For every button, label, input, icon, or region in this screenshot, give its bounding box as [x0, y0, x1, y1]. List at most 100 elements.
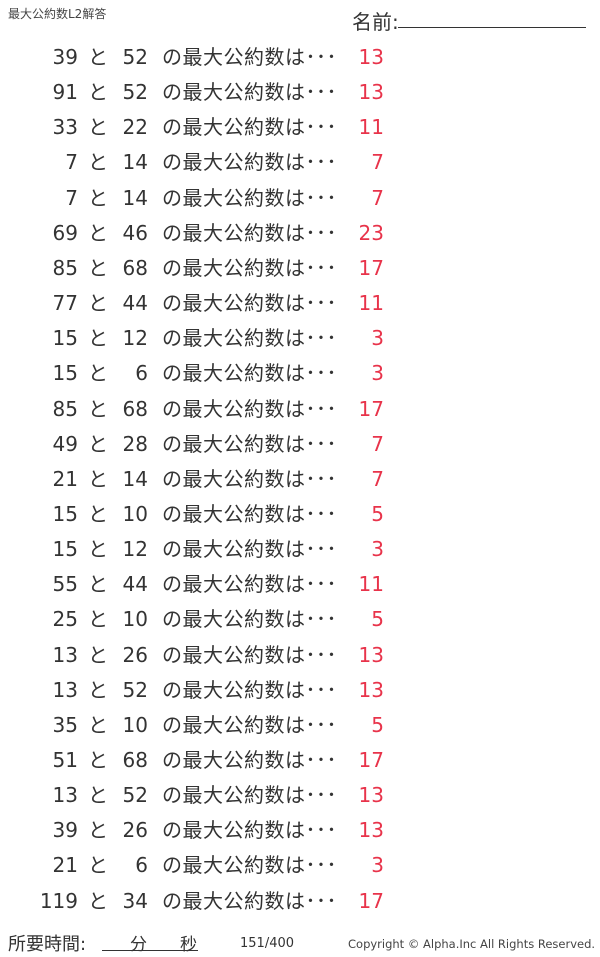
question-phrase: の最大公約数は･･･	[162, 396, 337, 421]
problem-row: 7 と 14 の最大公約数は･･･ 7	[0, 183, 600, 213]
answer: 7	[371, 185, 384, 210]
number-a: 39	[52, 818, 78, 843]
number-a: 51	[52, 748, 78, 772]
connector: と	[88, 150, 108, 175]
seconds-label: 秒	[180, 935, 197, 955]
problem-row: 85 と 68 の最大公約数は･･･ 17	[0, 253, 600, 283]
connector: と	[88, 572, 108, 597]
connector: と	[88, 326, 108, 351]
question-phrase: の最大公約数は･･･	[162, 115, 337, 140]
question-phrase: の最大公約数は･･･	[162, 888, 337, 913]
number-a: 69	[52, 220, 78, 245]
connector: と	[88, 748, 108, 772]
answer: 17	[358, 888, 384, 913]
answer: 3	[371, 361, 384, 386]
number-b: 22	[122, 115, 148, 140]
number-a: 15	[52, 537, 78, 562]
answer: 7	[371, 431, 384, 456]
number-b: 14	[122, 150, 148, 175]
problem-row: 13 と 52 の最大公約数は･･･ 13	[0, 780, 600, 810]
number-a: 39	[52, 45, 78, 69]
number-a: 85	[52, 396, 78, 421]
problem-row: 91 と 52 の最大公約数は･･･ 13	[0, 77, 600, 107]
number-a: 91	[52, 80, 78, 105]
number-b: 46	[122, 220, 148, 245]
number-b: 10	[122, 712, 148, 737]
number-b: 44	[122, 572, 148, 597]
worksheet-title: 最大公約数L2解答	[8, 7, 107, 21]
connector: と	[88, 396, 108, 421]
time-label: 所要時間:	[8, 934, 87, 955]
problem-row: 15 と 12 の最大公約数は･･･ 3	[0, 323, 600, 353]
number-b: 68	[122, 255, 148, 280]
answer: 13	[358, 818, 384, 843]
problem-row: 13 と 52 の最大公約数は･･･ 13	[0, 675, 600, 705]
question-phrase: の最大公約数は･･･	[162, 326, 337, 351]
connector: と	[88, 853, 108, 878]
connector: と	[88, 607, 108, 632]
question-phrase: の最大公約数は･･･	[162, 572, 337, 597]
number-a: 13	[52, 642, 78, 667]
answer: 13	[358, 45, 384, 69]
answer: 3	[371, 537, 384, 562]
answer: 17	[358, 396, 384, 421]
connector: と	[88, 185, 108, 210]
problem-row: 35 と 10 の最大公約数は･･･ 5	[0, 710, 600, 740]
copyright: Copyright © Alpha.Inc All Rights Reserve…	[348, 937, 596, 951]
number-a: 25	[52, 607, 78, 632]
connector: と	[88, 45, 108, 69]
question-phrase: の最大公約数は･･･	[162, 818, 337, 843]
number-b: 6	[135, 853, 148, 878]
number-a: 33	[52, 115, 78, 140]
number-a: 21	[52, 466, 78, 491]
problem-row: 33 と 22 の最大公約数は･･･ 11	[0, 112, 600, 142]
question-phrase: の最大公約数は･･･	[162, 712, 337, 737]
number-b: 26	[122, 818, 148, 843]
connector: と	[88, 291, 108, 316]
question-phrase: の最大公約数は･･･	[162, 501, 337, 526]
number-b: 52	[122, 45, 148, 69]
connector: と	[88, 361, 108, 386]
number-a: 55	[52, 572, 78, 597]
number-b: 52	[122, 677, 148, 702]
problem-row: 69 と 46 の最大公約数は･･･ 23	[0, 218, 600, 248]
question-phrase: の最大公約数は･･･	[162, 361, 337, 386]
question-phrase: の最大公約数は･･･	[162, 80, 337, 105]
question-phrase: の最大公約数は･･･	[162, 220, 337, 245]
number-a: 15	[52, 326, 78, 351]
connector: と	[88, 677, 108, 702]
question-phrase: の最大公約数は･･･	[162, 677, 337, 702]
answer: 11	[358, 572, 384, 597]
time-field-line	[102, 950, 198, 951]
number-a: 49	[52, 431, 78, 456]
number-b: 12	[122, 326, 148, 351]
question-phrase: の最大公約数は･･･	[162, 537, 337, 562]
number-b: 12	[122, 537, 148, 562]
problem-row: 85 と 68 の最大公約数は･･･ 17	[0, 394, 600, 424]
problem-row: 15 と 12 の最大公約数は･･･ 3	[0, 534, 600, 564]
problem-row: 7 と 14 の最大公約数は･･･ 7	[0, 147, 600, 177]
question-phrase: の最大公約数は･･･	[162, 150, 337, 175]
connector: と	[88, 431, 108, 456]
answer: 7	[371, 466, 384, 491]
number-b: 52	[122, 783, 148, 808]
answer: 11	[358, 291, 384, 316]
question-phrase: の最大公約数は･･･	[162, 255, 337, 280]
answer: 5	[371, 607, 384, 632]
problem-row: 39 と 52 の最大公約数は･･･ 13	[0, 42, 600, 72]
question-phrase: の最大公約数は･･･	[162, 853, 337, 878]
number-b: 52	[122, 80, 148, 105]
number-a: 21	[52, 853, 78, 878]
connector: と	[88, 818, 108, 843]
number-b: 10	[122, 501, 148, 526]
question-phrase: の最大公約数は･･･	[162, 783, 337, 808]
answer: 11	[358, 115, 384, 140]
problem-row: 49 と 28 の最大公約数は･･･ 7	[0, 429, 600, 459]
answer: 5	[371, 501, 384, 526]
number-b: 68	[122, 748, 148, 772]
problem-row: 119 と 34 の最大公約数は･･･ 17	[0, 886, 600, 916]
connector: と	[88, 783, 108, 808]
answer: 5	[371, 712, 384, 737]
answer: 13	[358, 80, 384, 105]
answer: 13	[358, 783, 384, 808]
